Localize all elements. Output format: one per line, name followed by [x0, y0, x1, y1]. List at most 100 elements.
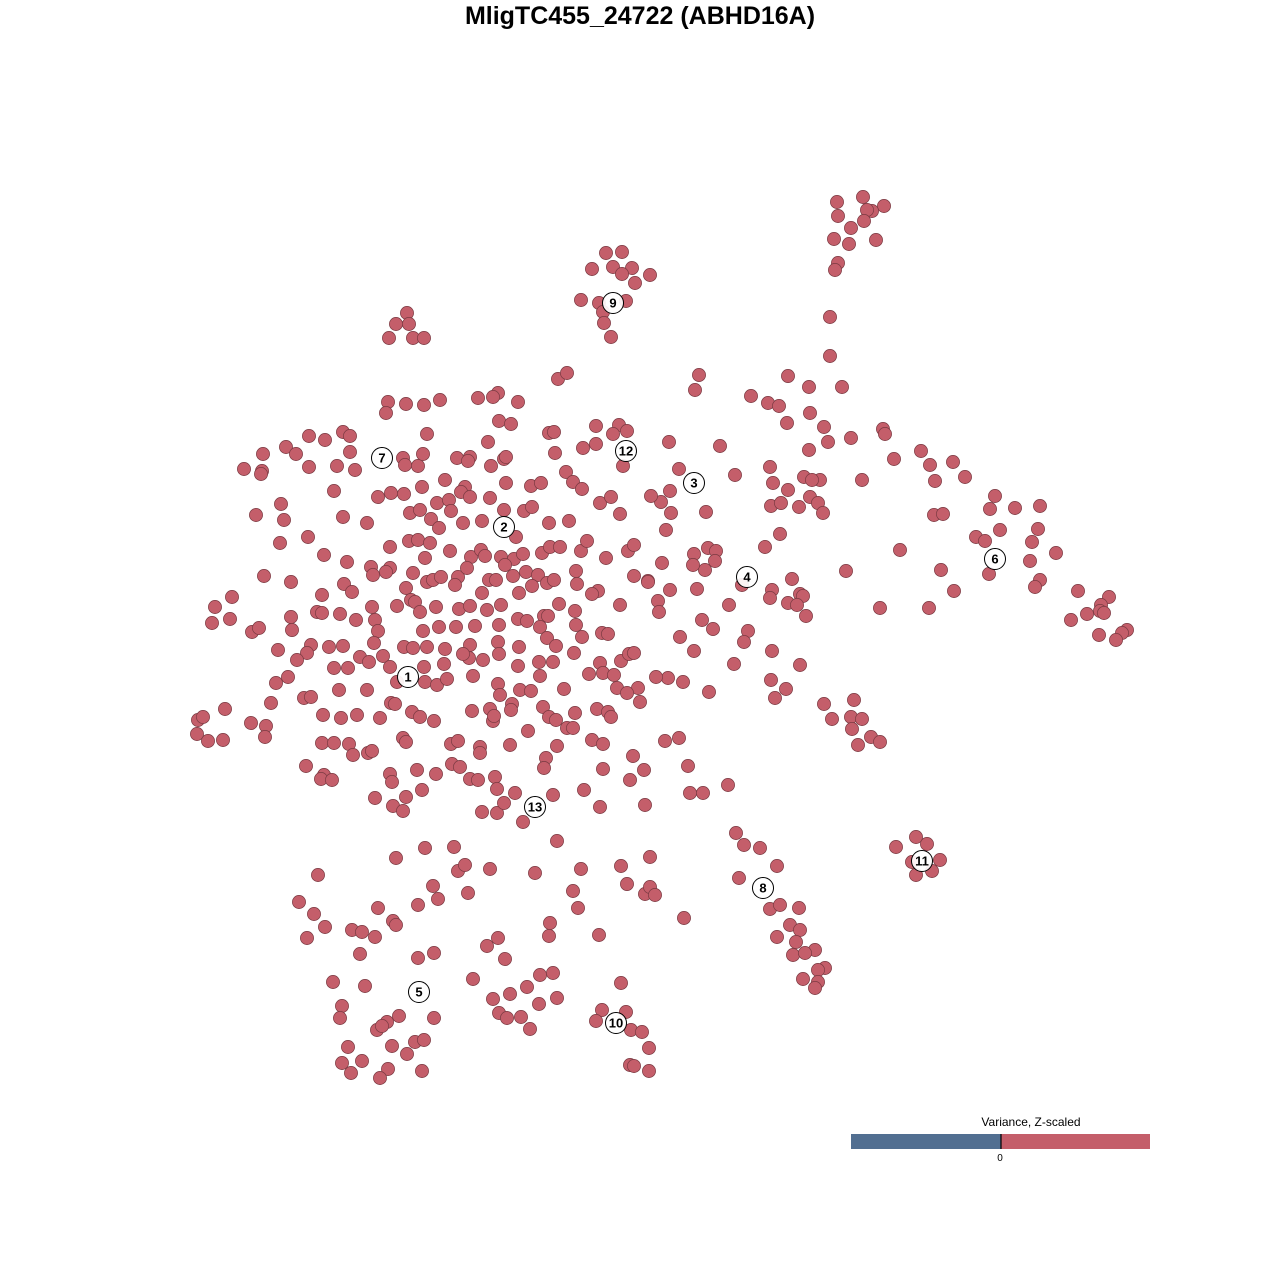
- data-point: [615, 267, 629, 281]
- data-point: [360, 516, 374, 530]
- data-point: [494, 598, 508, 612]
- data-point: [753, 841, 767, 855]
- data-point: [766, 476, 780, 490]
- data-point: [453, 760, 467, 774]
- cluster-label-13: 13: [524, 796, 546, 818]
- data-point: [500, 1011, 514, 1025]
- data-point: [483, 491, 497, 505]
- data-point: [887, 452, 901, 466]
- data-point: [823, 349, 837, 363]
- data-point: [411, 898, 425, 912]
- data-point: [534, 476, 548, 490]
- data-point: [486, 390, 500, 404]
- data-point: [779, 682, 793, 696]
- data-point: [349, 613, 363, 627]
- data-point: [218, 702, 232, 716]
- data-point: [768, 691, 782, 705]
- data-point: [947, 584, 961, 598]
- data-point: [497, 796, 511, 810]
- data-point: [418, 551, 432, 565]
- data-point: [481, 435, 495, 449]
- data-point: [601, 627, 615, 641]
- data-point: [355, 1054, 369, 1068]
- data-point: [770, 859, 784, 873]
- data-point: [318, 433, 332, 447]
- data-point: [946, 455, 960, 469]
- data-point: [1092, 628, 1106, 642]
- data-point: [335, 1056, 349, 1070]
- data-point: [721, 778, 735, 792]
- cluster-label-circle: [736, 566, 758, 588]
- color-legend: [851, 1134, 1150, 1149]
- data-point: [416, 447, 430, 461]
- cluster-label-circle: [615, 440, 637, 462]
- cluster-label-text: 11: [915, 854, 929, 869]
- data-point: [637, 763, 651, 777]
- data-point: [533, 669, 547, 683]
- data-point: [688, 383, 702, 397]
- data-point: [923, 458, 937, 472]
- data-point: [772, 399, 786, 413]
- data-point: [315, 736, 329, 750]
- data-point: [1071, 584, 1085, 598]
- data-point: [659, 523, 673, 537]
- cluster-label-1: 1: [397, 666, 419, 688]
- data-point: [566, 721, 580, 735]
- data-point: [661, 671, 675, 685]
- data-point: [702, 685, 716, 699]
- data-point: [695, 613, 709, 627]
- data-point: [379, 565, 393, 579]
- data-point: [831, 209, 845, 223]
- data-point: [582, 667, 596, 681]
- cluster-label-text: 10: [609, 1016, 623, 1031]
- data-point: [426, 879, 440, 893]
- cluster-label-6: 6: [984, 548, 1006, 570]
- data-point: [596, 762, 610, 776]
- data-point: [570, 577, 584, 591]
- data-point: [373, 1071, 387, 1085]
- data-point: [532, 655, 546, 669]
- data-point: [817, 420, 831, 434]
- data-point: [466, 669, 480, 683]
- data-point: [415, 783, 429, 797]
- data-point: [553, 540, 567, 554]
- data-point: [550, 991, 564, 1005]
- data-point: [557, 682, 571, 696]
- cluster-label-7: 7: [371, 447, 393, 469]
- data-point: [914, 444, 928, 458]
- cluster-label-text: 5: [415, 985, 422, 1000]
- data-point: [327, 661, 341, 675]
- data-point: [613, 507, 627, 521]
- data-point: [662, 435, 676, 449]
- data-point: [628, 276, 642, 290]
- data-point: [362, 655, 376, 669]
- data-point: [437, 657, 451, 671]
- data-point: [1008, 501, 1022, 515]
- data-point: [366, 568, 380, 582]
- data-point: [504, 417, 518, 431]
- data-point: [385, 1039, 399, 1053]
- data-point: [443, 544, 457, 558]
- data-point: [285, 623, 299, 637]
- data-point: [542, 929, 556, 943]
- data-point: [765, 644, 779, 658]
- data-point: [418, 675, 432, 689]
- data-point: [643, 268, 657, 282]
- data-point: [483, 862, 497, 876]
- data-point: [475, 586, 489, 600]
- data-point: [548, 446, 562, 460]
- data-point: [456, 647, 470, 661]
- data-point: [480, 603, 494, 617]
- cluster-label-8: 8: [752, 877, 774, 899]
- cluster-label-text: 4: [743, 570, 751, 585]
- data-point: [592, 928, 606, 942]
- data-point: [256, 447, 270, 461]
- data-point: [706, 622, 720, 636]
- data-point: [271, 643, 285, 657]
- data-point: [620, 877, 634, 891]
- data-point: [658, 734, 672, 748]
- data-point: [427, 714, 441, 728]
- data-point: [367, 636, 381, 650]
- data-point: [729, 826, 743, 840]
- data-point: [763, 591, 777, 605]
